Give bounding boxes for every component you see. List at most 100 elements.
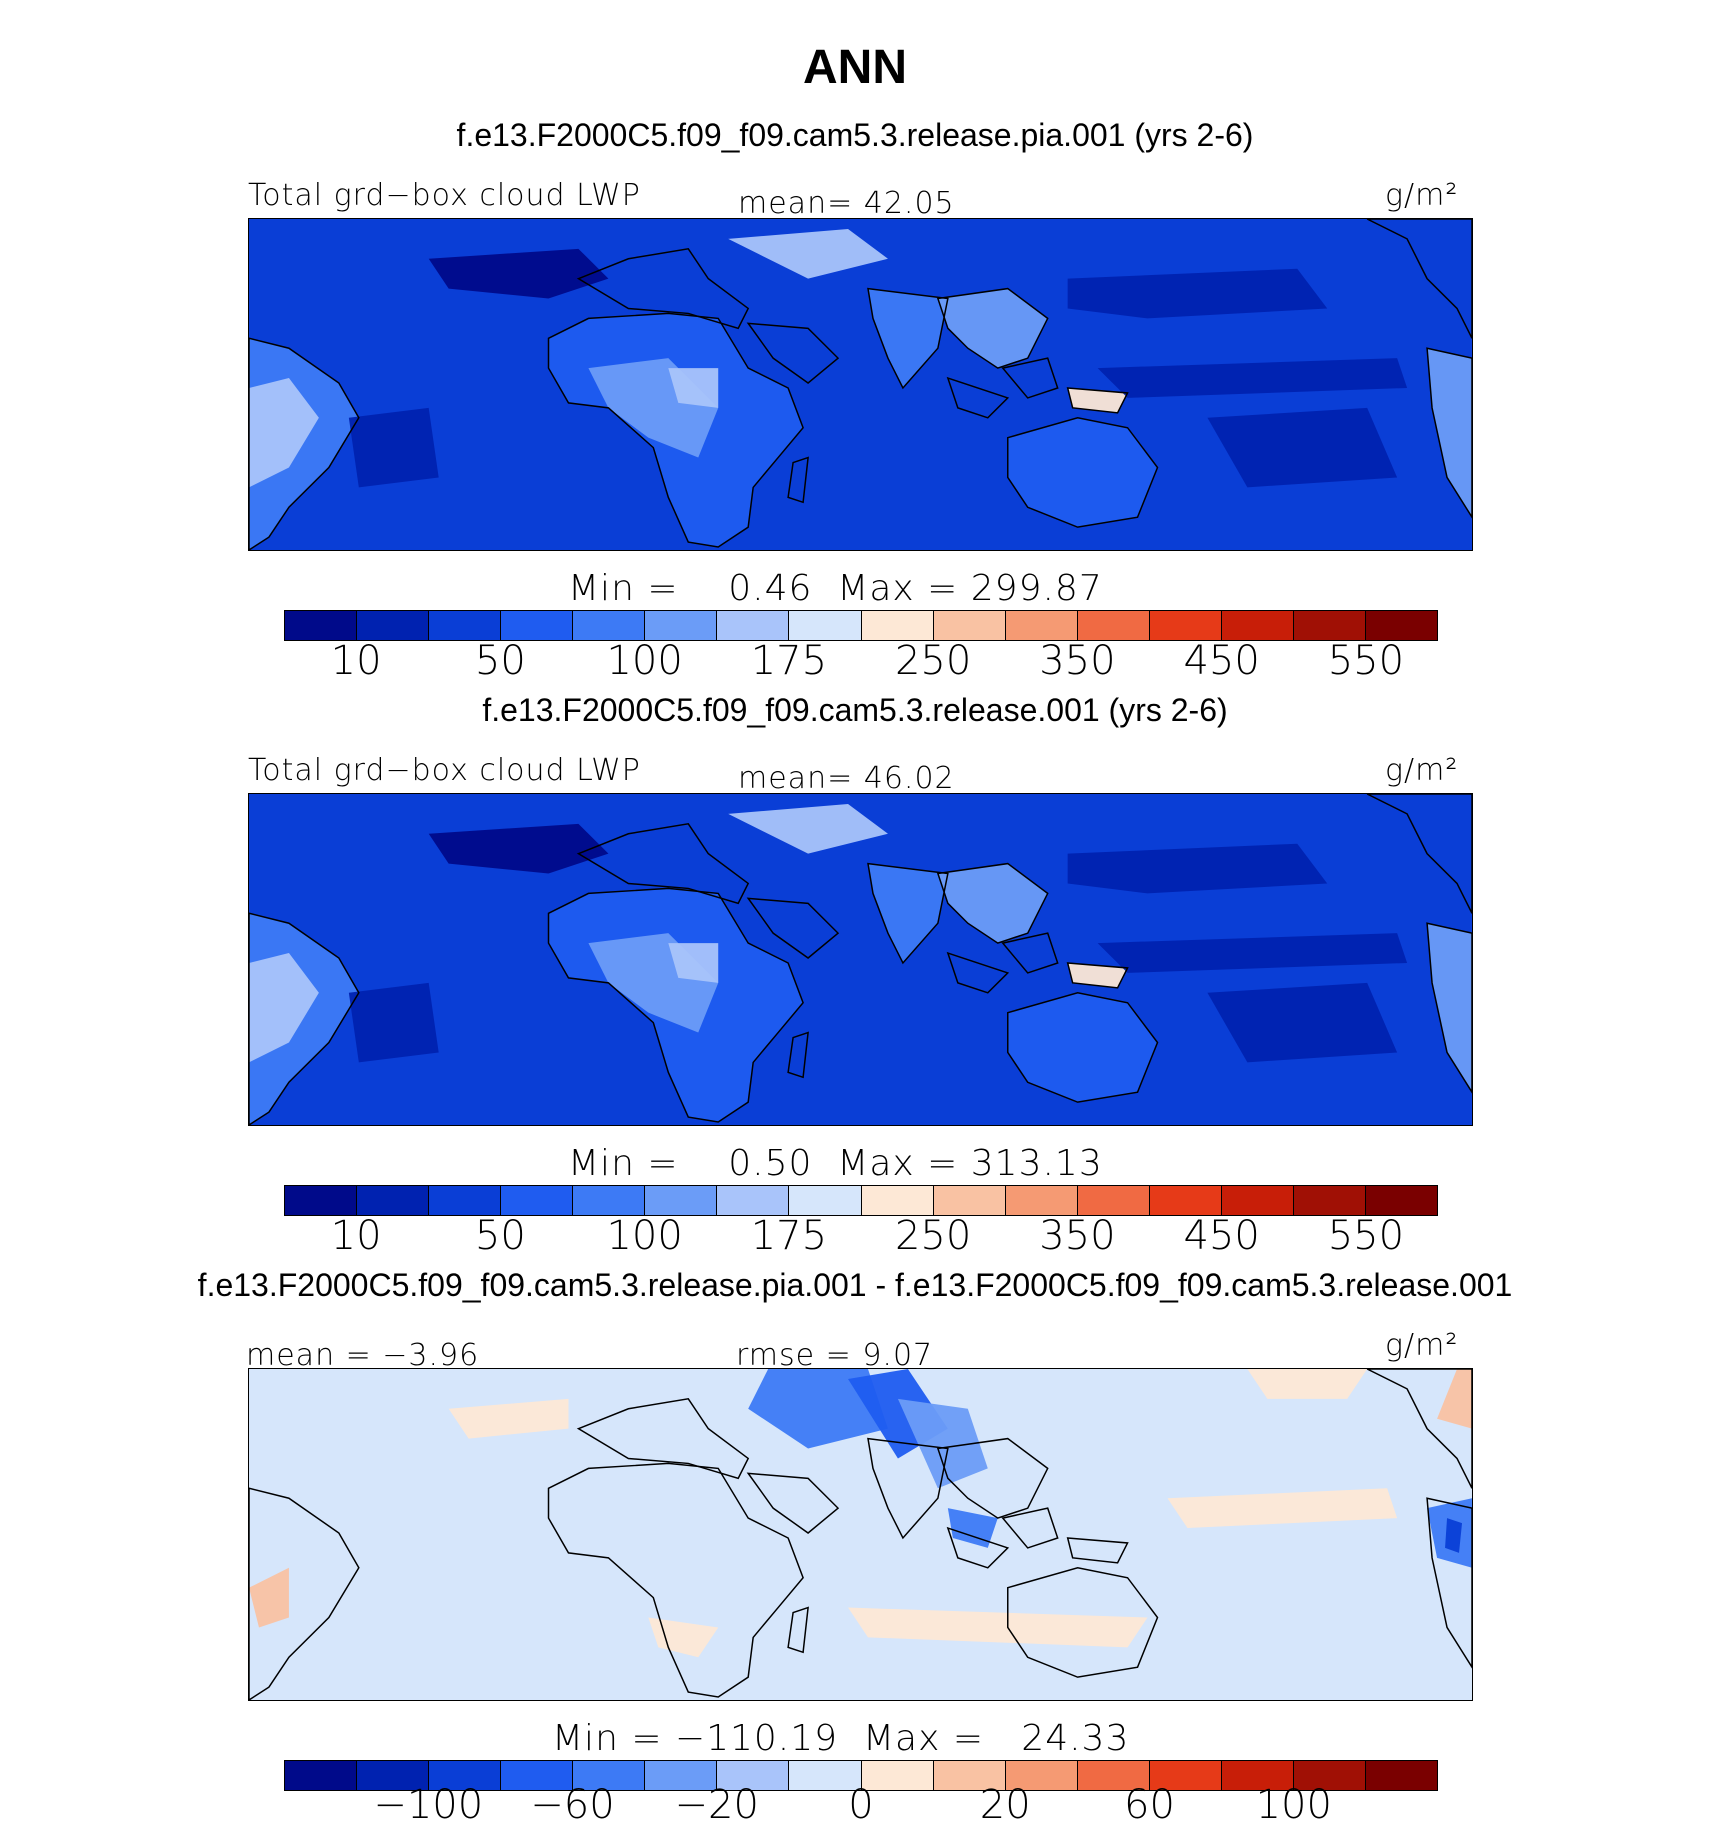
colorbar-swatch: [357, 1186, 430, 1215]
contour-region: [668, 943, 719, 983]
colorbar-tick-label: 550: [1327, 1213, 1405, 1259]
colorbar-tick-label: 10: [330, 1213, 382, 1259]
contour-region: [1097, 933, 1408, 973]
colorbar-swatch: [285, 1186, 358, 1215]
panel-1-variable-label: Total grd−box cloud LWP: [248, 178, 641, 213]
panel-2-variable-label: Total grd−box cloud LWP: [248, 753, 641, 788]
panel-1-minmax-stats: Min = 0.46 Max = 299.87: [568, 568, 1103, 609]
panel-2-colorbar-ticks: 10 50 100 175 250 350 450 550: [284, 1213, 1438, 1263]
colorbar-swatch: [1221, 1761, 1294, 1790]
colorbar-tick-label: 10: [330, 638, 382, 684]
coastline: [576, 1398, 750, 1480]
colorbar-swatch: [789, 1761, 862, 1790]
colorbar-swatch: [1077, 1761, 1150, 1790]
coastline: [1366, 219, 1472, 339]
contour-region: [897, 1398, 988, 1489]
colorbar-swatch: [933, 1761, 1006, 1790]
contour-region: [1445, 1518, 1463, 1553]
panel-3-colorbar-ticks: −100 −60 −20 0 20 60 100: [284, 1782, 1438, 1828]
colorbar-swatch: [861, 1186, 934, 1215]
coastline: [547, 312, 804, 548]
colorbar-swatch: [501, 1761, 574, 1790]
coastline: [1001, 1507, 1059, 1549]
colorbar-tick-label: 0: [848, 1782, 874, 1828]
coastline: [576, 248, 750, 330]
colorbar-swatch: [285, 1761, 358, 1790]
colorbar-swatch: [1221, 1186, 1294, 1215]
contour-region: [249, 1567, 289, 1628]
coastline: [946, 376, 1010, 419]
contour-region: [348, 982, 439, 1063]
contour-region: [1247, 1369, 1368, 1399]
colorbar-swatch: [861, 1761, 934, 1790]
colorbar-swatch: [933, 1186, 1006, 1215]
panel-3-mean-label: mean = −3.96: [246, 1338, 480, 1373]
map-field: [249, 1369, 1472, 1700]
panel-2-colorbar: [284, 1185, 1438, 1216]
contour-region: [249, 953, 319, 1063]
panel-1-colorbar-ticks: 10 50 100 175 250 350 450 550: [284, 638, 1438, 688]
contour-region: [448, 1398, 569, 1439]
coastline: [249, 337, 360, 550]
coastline: [936, 862, 1049, 944]
colorbar-tick-label: 100: [606, 638, 683, 684]
contour-region: [1007, 417, 1158, 528]
colorbar-swatch: [717, 1761, 790, 1790]
contour-region: [748, 1369, 888, 1449]
coastline: [547, 887, 804, 1123]
coastline: [1426, 1497, 1472, 1669]
contour-region: [668, 368, 719, 408]
colorbar-swatch: [645, 1761, 718, 1790]
colorbar-swatch: [789, 1186, 862, 1215]
colorbar-swatch: [1365, 1186, 1437, 1215]
coastline: [946, 1526, 1010, 1569]
coastline: [576, 823, 750, 905]
colorbar-swatch: [501, 611, 574, 640]
coastline: [787, 1606, 809, 1654]
coastline: [787, 1031, 809, 1079]
contour-region: [1067, 843, 1328, 894]
coastline: [249, 912, 360, 1125]
colorbar-swatch: [1077, 1186, 1150, 1215]
contour-region: [1207, 982, 1398, 1063]
colorbar-tick-label: 50: [474, 1213, 526, 1259]
colorbar-swatch: [1221, 611, 1294, 640]
panel-1-mean-label: mean= 42.05: [738, 186, 955, 221]
colorbar-swatch: [285, 611, 358, 640]
contour-region: [937, 288, 1048, 369]
colorbar-swatch: [1005, 1761, 1078, 1790]
contour-region: [1167, 1488, 1398, 1529]
contour-region: [249, 378, 319, 488]
colorbar-tick-label: 250: [894, 638, 972, 684]
coastline: [787, 456, 809, 504]
colorbar-swatch: [861, 611, 934, 640]
colorbar-swatch: [501, 1186, 574, 1215]
coastline: [1366, 794, 1472, 914]
colorbar-tick-label: 550: [1327, 638, 1405, 684]
panel-3-colorbar: [284, 1760, 1438, 1791]
panel-3-map: [248, 1368, 1473, 1701]
colorbar-tick-label: −100: [373, 1782, 484, 1828]
colorbar-tick-label: 175: [750, 1213, 828, 1259]
colorbar-swatch: [1005, 1186, 1078, 1215]
colorbar-swatch: [789, 611, 862, 640]
colorbar-tick-label: 450: [1183, 638, 1260, 684]
colorbar-tick-label: 100: [606, 1213, 683, 1259]
coastline: [867, 862, 949, 965]
colorbar-tick-label: −60: [530, 1782, 615, 1828]
coastline: [1426, 347, 1472, 519]
contour-region: [867, 288, 948, 388]
coastline: [867, 1437, 949, 1540]
colorbar-tick-label: 350: [1039, 1213, 1116, 1259]
colorbar-tick-label: 350: [1039, 638, 1116, 684]
contour-region: [428, 248, 609, 299]
panel-1-colorbar: [284, 610, 1438, 641]
colorbar-swatch: [717, 611, 790, 640]
map-field: [249, 219, 1472, 550]
coastline: [1001, 932, 1059, 974]
colorbar-swatch: [1293, 611, 1366, 640]
colorbar-swatch: [429, 611, 502, 640]
coastline: [1366, 1369, 1472, 1489]
coastline: [1066, 1537, 1129, 1564]
colorbar-tick-label: −20: [674, 1782, 759, 1828]
